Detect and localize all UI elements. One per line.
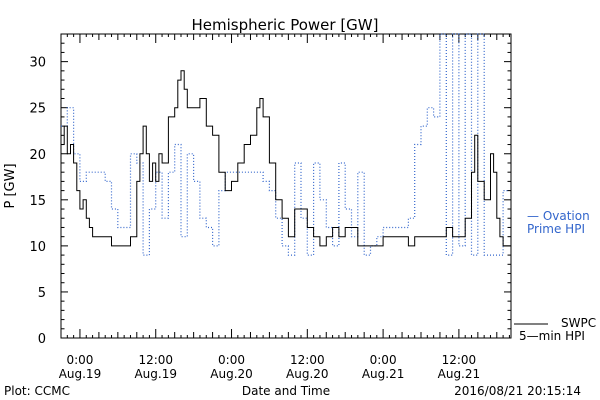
- y-tick-label: 15: [29, 194, 46, 209]
- legend-swpc-line-1: SWPC: [561, 316, 596, 330]
- chart-title: Hemispheric Power [GW]: [192, 16, 379, 34]
- legend-swpc: SWPC 5—min HPI: [514, 316, 596, 343]
- plot-area-frame: [60, 33, 512, 339]
- x-tick-date-label: Aug.19: [59, 367, 102, 381]
- plot-timestamp: 2016/08/21 20:15:14: [454, 384, 581, 398]
- y-axis: 0 5 10 15 20 25 30: [29, 33, 511, 347]
- legend-swpc-line-2: 5—min HPI: [519, 329, 585, 343]
- x-tick-time-label: 12:00: [290, 353, 325, 367]
- y-tick-label: 5: [38, 286, 46, 301]
- y-tick-label: 25: [29, 102, 46, 117]
- y-axis-label: P [GW]: [3, 163, 18, 208]
- x-axis-label: Date and Time: [242, 384, 330, 398]
- x-tick-time-label: 12:00: [138, 353, 173, 367]
- x-axis: 0:00Aug.1912:00Aug.190:00Aug.2012:00Aug.…: [59, 34, 510, 381]
- x-tick-date-label: Aug.19: [134, 367, 177, 381]
- series-layer: [61, 33, 511, 256]
- x-tick-date-label: Aug.20: [286, 367, 329, 381]
- y-tick-label: 10: [29, 240, 46, 255]
- y-tick-label: 20: [29, 148, 46, 163]
- x-tick-time-label: 0:00: [218, 353, 245, 367]
- y-tick-label: 30: [29, 56, 46, 71]
- x-tick-time-label: 12:00: [442, 353, 477, 367]
- legend-ovation-line-1: — Ovation: [527, 209, 590, 223]
- x-tick-time-label: 0:00: [66, 353, 93, 367]
- legend-ovation-line-2: Prime HPI: [527, 222, 585, 236]
- legend-ovation-prime: — Ovation Prime HPI: [527, 209, 590, 236]
- x-tick-date-label: Aug.20: [210, 367, 253, 381]
- series-swpc-line: [61, 70, 511, 247]
- y-tick-label: 0: [38, 332, 46, 347]
- x-tick-time-label: 0:00: [370, 353, 397, 367]
- plot-source-label: Plot: CCMC: [4, 384, 70, 398]
- x-tick-date-label: Aug.21: [362, 367, 405, 381]
- x-tick-date-label: Aug.21: [438, 367, 481, 381]
- series-ovation-prime-line: [61, 33, 510, 256]
